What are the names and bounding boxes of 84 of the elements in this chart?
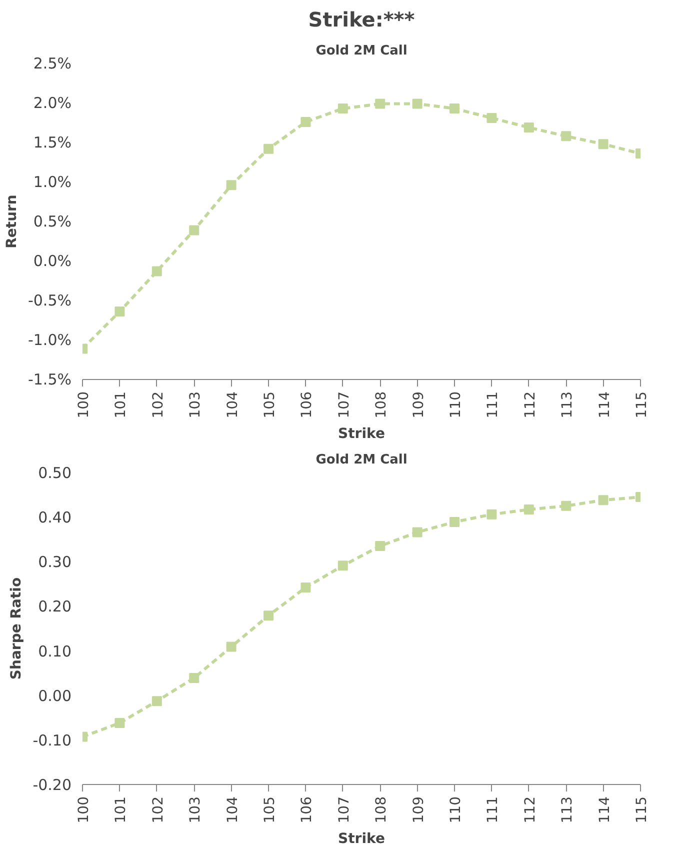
x-tick-label: 107	[336, 796, 352, 824]
y-tick-label: -1.5%	[28, 370, 72, 388]
x-tick-label: 105	[262, 391, 278, 418]
x-tick-label: 110	[448, 391, 464, 418]
y-tick-label: -0.10	[32, 731, 72, 750]
y-tick-label: 0.5%	[33, 212, 72, 230]
x-tick-label: 103	[188, 796, 204, 824]
x-tick-label: 109	[410, 796, 427, 824]
y-tick-label: 0.30	[38, 553, 72, 572]
x-axis-title: Strike	[338, 831, 385, 848]
x-tick-label: 108	[374, 391, 390, 418]
point	[226, 180, 236, 190]
x-tick-label: 108	[374, 796, 390, 824]
x-tick-label: 101	[113, 391, 130, 418]
y-tick-label: 2.5%	[33, 54, 72, 72]
x-axis-title: Strike	[338, 426, 385, 442]
y-tick-label: 0.20	[38, 598, 72, 616]
y-axis-title: Sharpe Ratio	[8, 577, 25, 680]
x-tick-label: 115	[634, 796, 650, 824]
x-tick-label: 100	[76, 391, 92, 418]
x-tick-label: 104	[224, 391, 241, 418]
x-tick-label: 105	[262, 796, 278, 824]
point	[189, 672, 200, 683]
point	[300, 116, 311, 127]
x-tick-label: 114	[596, 391, 613, 418]
x-tick-label: 106	[299, 796, 316, 824]
point	[189, 225, 200, 236]
x-tick-label: 115	[634, 391, 650, 418]
y-tick-label: -0.20	[32, 776, 72, 794]
point	[264, 144, 274, 154]
point	[412, 98, 422, 109]
x-tick-label: 113	[560, 796, 576, 824]
y-tick-label: 1.5%	[33, 134, 72, 152]
point	[338, 104, 348, 114]
y-tick-label: 0.50	[38, 464, 72, 482]
point	[152, 266, 162, 276]
x-tick-label: 114	[596, 796, 613, 824]
y-tick-label: 0.10	[38, 642, 72, 660]
point	[524, 122, 534, 132]
y-tick-label: 0.40	[38, 508, 72, 527]
x-tick-label: 107	[336, 391, 352, 418]
point	[264, 610, 274, 621]
x-tick-label: 112	[522, 796, 538, 824]
x-tick-label: 111	[485, 796, 502, 824]
x-tick-label: 102	[150, 796, 166, 824]
point	[486, 113, 497, 124]
x-tick-label: 106	[299, 391, 316, 418]
y-tick-label: 0.00	[38, 686, 72, 705]
x-tick-label: 111	[485, 391, 502, 418]
point	[226, 642, 236, 652]
point	[338, 560, 348, 571]
point	[598, 495, 608, 506]
y-axis-title: Return	[4, 194, 20, 248]
y-tick-label: 0.0%	[33, 252, 72, 270]
x-tick-label: 110	[448, 796, 464, 824]
x-tick-label: 102	[150, 391, 166, 418]
point	[561, 131, 572, 142]
point	[486, 509, 497, 520]
x-tick-label: 104	[224, 796, 241, 824]
point	[152, 696, 162, 706]
y-tick-label: 1.0%	[33, 173, 72, 191]
point	[375, 98, 386, 109]
chart-subtitle: Gold 2M Call	[316, 44, 408, 58]
chart-title: Gold 2M Call	[316, 452, 408, 468]
point	[114, 306, 125, 317]
point	[561, 500, 572, 511]
point	[375, 541, 386, 552]
y-tick-label: 2.0%	[33, 94, 72, 112]
point	[300, 582, 311, 592]
y-tick-label: -0.5%	[28, 292, 72, 310]
point	[450, 104, 460, 114]
point	[598, 139, 608, 150]
y-tick-label: -1.0%	[28, 331, 72, 349]
x-tick-label: 109	[410, 391, 427, 418]
x-tick-label: 112	[522, 391, 538, 418]
x-tick-label: 101	[113, 796, 130, 824]
point	[412, 527, 422, 538]
x-tick-label: 103	[188, 391, 204, 418]
point	[114, 718, 125, 728]
chart-title: Strike:***	[308, 8, 416, 32]
point	[450, 516, 460, 527]
x-tick-label: 100	[76, 796, 92, 824]
x-tick-label: 113	[560, 391, 576, 418]
point	[524, 504, 534, 514]
